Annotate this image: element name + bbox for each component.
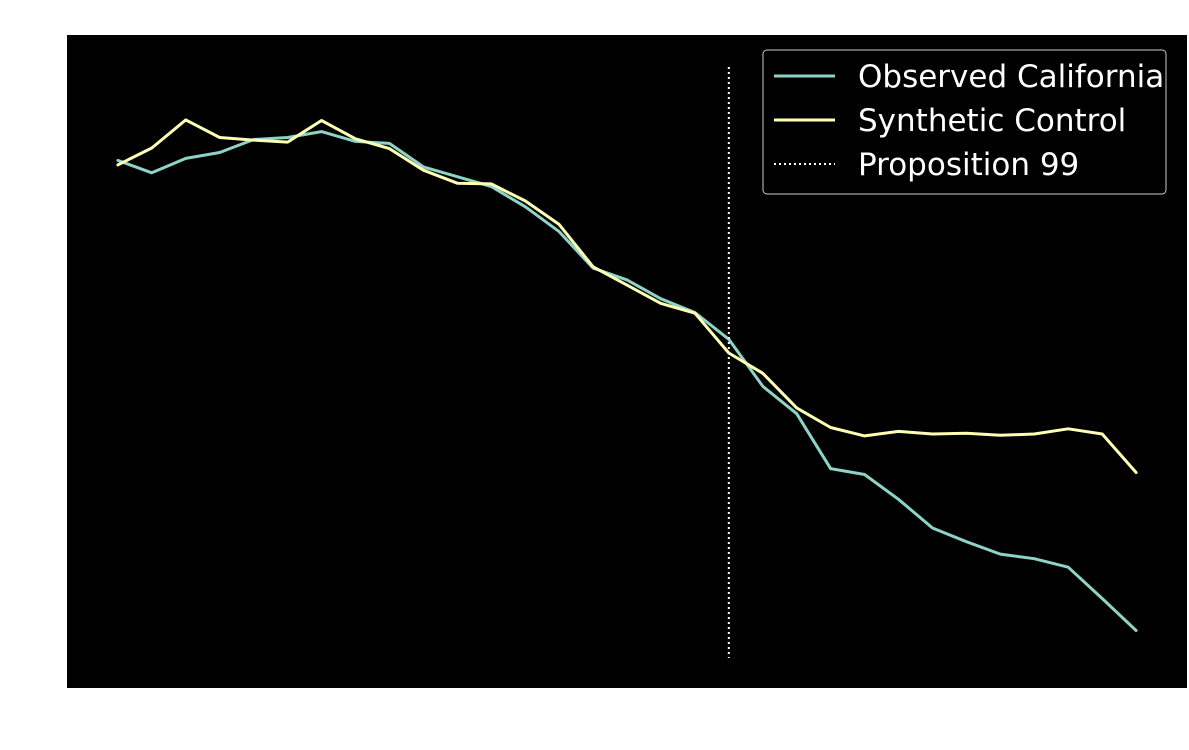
series-line-observed-california <box>116 130 1138 632</box>
legend-box <box>762 49 1167 195</box>
legend-label-observed-california: Observed California <box>858 59 1164 95</box>
legend-label-proposition-99: Proposition 99 <box>858 147 1079 183</box>
legend-label-synthetic-control: Synthetic Control <box>858 103 1126 139</box>
marks-layer <box>116 67 1138 658</box>
legend: Observed California Synthetic Control Prop… <box>762 49 1167 195</box>
series-line-synthetic-control <box>116 118 1138 474</box>
